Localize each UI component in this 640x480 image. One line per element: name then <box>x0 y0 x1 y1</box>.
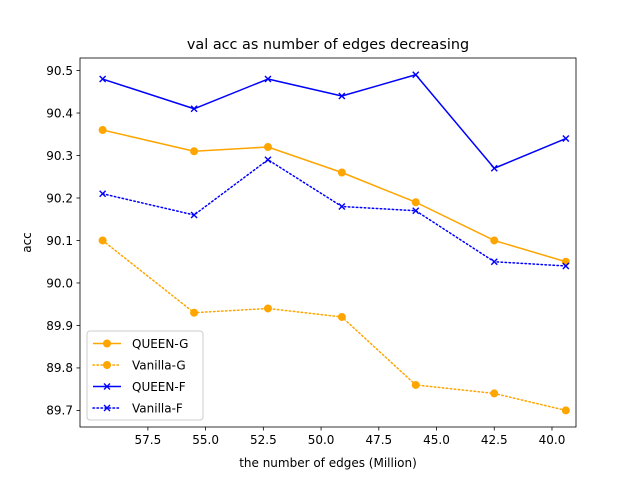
data-point-x <box>190 211 198 219</box>
legend: QUEEN-G Vanilla-G QUEEN-F Vanilla-F <box>86 330 204 421</box>
y-tick-label: 89.9 <box>46 319 73 333</box>
data-point-x <box>264 75 272 83</box>
data-point-circle <box>263 143 272 152</box>
legend-entry: QUEEN-F <box>93 380 186 394</box>
data-point-circle <box>190 147 199 156</box>
data-point-circle <box>411 380 420 389</box>
data-point-x <box>99 75 107 83</box>
data-point-circle <box>98 236 107 245</box>
data-point-x <box>490 164 498 172</box>
chart-title: val acc as number of edges decreasing <box>187 37 469 53</box>
y-axis: 89.7 89.8 89.9 90.0 90.1 90.2 90.3 90.4 90.5 <box>46 64 80 418</box>
series-layer <box>98 71 570 415</box>
data-point-x <box>338 92 346 100</box>
x-axis-label: the number of edges (Million) <box>239 456 417 470</box>
data-point-circle <box>561 406 570 415</box>
data-point-circle <box>411 198 420 207</box>
data-point-x <box>190 105 198 113</box>
x-tick-label: 57.5 <box>135 433 162 447</box>
legend-box <box>86 330 204 421</box>
legend-label: QUEEN-F <box>132 380 186 394</box>
data-point-x <box>264 156 272 164</box>
legend-marker <box>103 361 111 369</box>
y-tick-label: 90.5 <box>46 64 73 78</box>
data-point-x <box>412 71 420 79</box>
series-queen-g <box>98 126 570 266</box>
y-tick-label: 90.2 <box>46 191 73 205</box>
x-tick-label: 52.5 <box>250 433 277 447</box>
legend-entry: Vanilla-F <box>92 401 183 415</box>
y-tick-label: 90.4 <box>46 106 73 120</box>
data-point-circle <box>98 126 107 135</box>
series-queen-f <box>99 71 570 172</box>
legend-label: Vanilla-G <box>132 358 186 372</box>
x-tick-label: 50.0 <box>308 433 335 447</box>
data-point-x <box>490 258 498 266</box>
legend-marker <box>103 383 111 390</box>
data-point-circle <box>490 236 499 245</box>
legend-marker <box>103 404 111 412</box>
legend-marker <box>103 339 111 348</box>
y-tick-label: 89.8 <box>46 361 73 375</box>
data-point-circle <box>490 389 499 398</box>
legend-entry: Vanilla-G <box>92 358 186 372</box>
y-axis-label: acc <box>20 232 34 253</box>
data-point-circle <box>337 168 346 177</box>
legend-entry: QUEEN-G <box>93 337 188 351</box>
x-tick-label: 47.5 <box>365 433 392 447</box>
series-vanilla-f <box>99 156 570 270</box>
data-point-circle <box>337 312 346 321</box>
legend-label: Vanilla-F <box>132 401 183 415</box>
y-tick-label: 90.0 <box>46 276 73 290</box>
x-tick-label: 40.0 <box>539 433 566 447</box>
y-tick-label: 89.7 <box>46 404 73 418</box>
data-point-x <box>338 202 346 210</box>
x-tick-label: 45.0 <box>423 433 450 447</box>
plot-frame <box>79 57 577 428</box>
data-point-x <box>99 190 107 198</box>
data-point-circle <box>263 304 272 313</box>
x-tick-label: 42.5 <box>481 433 508 447</box>
data-point-x <box>562 262 570 270</box>
legend-label: QUEEN-G <box>132 337 188 351</box>
x-tick-label: 55.0 <box>192 433 219 447</box>
data-point-circle <box>190 308 199 317</box>
data-point-x <box>412 207 420 215</box>
data-point-x <box>562 135 570 143</box>
y-tick-label: 90.3 <box>46 149 73 163</box>
x-axis: 57.5 55.0 52.5 50.0 47.5 45.0 42.5 40.0 <box>135 427 566 447</box>
y-tick-label: 90.1 <box>46 234 73 248</box>
series-vanilla-g <box>98 236 570 415</box>
